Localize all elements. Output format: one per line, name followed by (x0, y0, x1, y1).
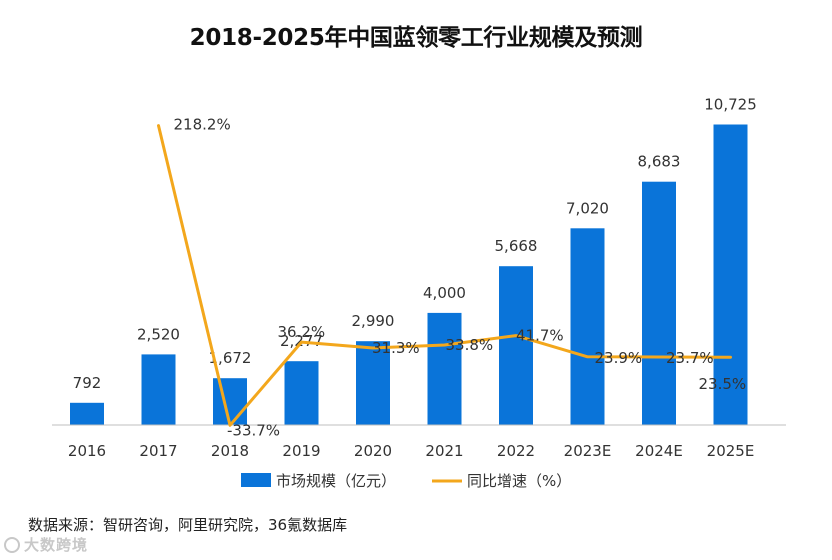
watermark-logo-icon (4, 537, 20, 553)
line-value-label-2023E: 23.9% (595, 349, 643, 367)
bar-2024E (642, 181, 676, 425)
bar-value-label-2024E: 8,683 (638, 153, 681, 171)
bar-2025E (713, 124, 748, 425)
watermark: 大数跨境 (4, 534, 88, 555)
bar-value-label-2021: 4,000 (423, 284, 466, 302)
chart-title: 2018-2025年中国蓝领零工行业规模及预测 (189, 25, 643, 51)
bar-value-label-2025E: 10,725 (704, 96, 757, 114)
watermark-text: 大数跨境 (24, 536, 89, 554)
line-value-label-2021: 33.8% (446, 336, 494, 354)
x-tick-label-2017: 2017 (139, 442, 177, 460)
legend-bar-swatch (241, 473, 271, 487)
line-value-label-2019: 36.2% (278, 323, 326, 341)
bar-value-label-2017: 2,520 (137, 325, 180, 343)
bar-value-label-2022: 5,668 (495, 237, 538, 255)
bar-2019 (284, 361, 319, 425)
x-tick-label-2022: 2022 (497, 442, 535, 460)
x-tick-label-2025E: 2025E (707, 442, 755, 460)
bar-2021 (427, 312, 462, 425)
bar-value-label-2023E: 7,020 (566, 199, 609, 217)
bar-2022 (499, 266, 533, 425)
x-tick-label-2018: 2018 (211, 442, 249, 460)
bar-2016 (70, 402, 104, 425)
line-value-label-2020: 31.3% (372, 339, 420, 357)
legend-line-label: 同比增速（%） (467, 472, 571, 490)
x-tick-label-2020: 2020 (354, 442, 392, 460)
x-tick-label-2019: 2019 (282, 442, 320, 460)
x-tick-label-2016: 2016 (68, 442, 106, 460)
line-value-label-2024E: 23.7% (666, 349, 714, 367)
bar-value-label-2018: 1,672 (209, 349, 252, 367)
x-tick-label-2024E: 2024E (635, 442, 683, 460)
bar-2017 (141, 354, 176, 425)
legend-bar-label: 市场规模（亿元） (276, 472, 396, 490)
bar-value-label-2020: 2,990 (352, 312, 395, 330)
x-tick-label-2021: 2021 (425, 442, 463, 460)
bar-value-label-2016: 792 (73, 374, 102, 392)
x-tick-label-2023E: 2023E (564, 442, 612, 460)
chart-svg: 7922,5201,6722,2772,9904,0005,6687,0208,… (52, 96, 786, 490)
bar-2020 (356, 341, 390, 425)
source-note: 数据来源：智研咨询，阿里研究院，36氪数据库 (28, 516, 348, 534)
bar-2023E (570, 228, 605, 425)
line-value-label-2025E: 23.5% (699, 375, 747, 393)
growth-rate-line (157, 124, 732, 427)
bar-2018 (213, 378, 247, 425)
line-value-label-2022: 41.7% (516, 327, 564, 345)
line-value-label-2018: -33.7% (227, 421, 280, 439)
line-value-label-2017: 218.2% (174, 116, 231, 134)
